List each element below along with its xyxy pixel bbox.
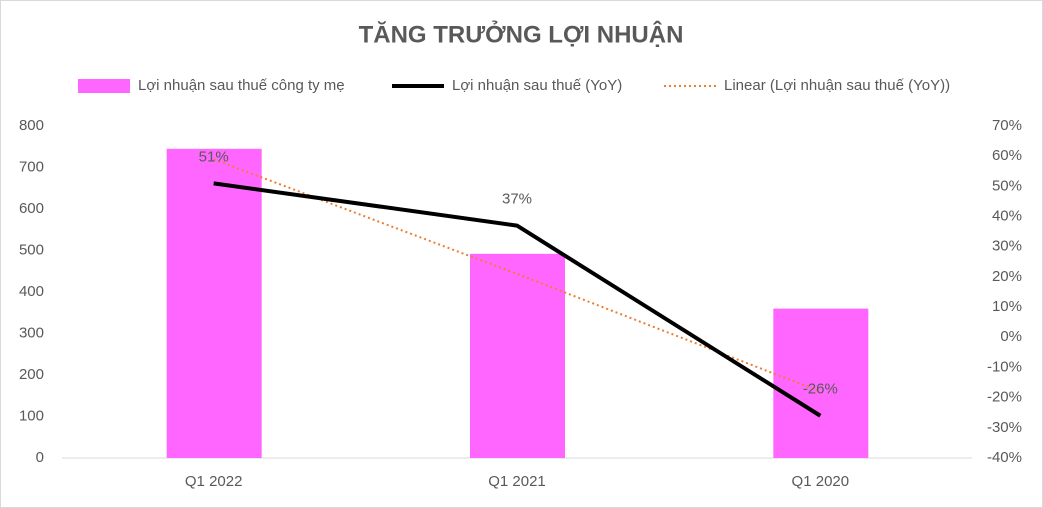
y-tick-label: 800 <box>19 117 44 134</box>
line <box>213 181 822 418</box>
chart-title: TĂNG TRƯỞNG LỢI NHUẬN <box>359 19 684 48</box>
y-tick-label: 700 <box>19 158 44 175</box>
y-tick-label: 100 <box>19 407 44 424</box>
x-tick-label: Q1 2022 <box>185 473 243 490</box>
y2-tick-label: -10% <box>987 358 1022 375</box>
bar <box>166 148 262 458</box>
y2-tick-label: -20% <box>987 389 1022 406</box>
y2-tick-label: -30% <box>987 419 1022 436</box>
data-label: -26% <box>803 381 838 398</box>
y-tick-label: 600 <box>19 200 44 217</box>
y2-tick-label: 20% <box>992 268 1022 285</box>
y2-tick-label: 30% <box>992 238 1022 255</box>
y-tick-label: 200 <box>19 366 44 383</box>
legend-label: Linear (Lợi nhuận sau thuế (YoY)) <box>724 77 950 94</box>
y-tick-label: 0 <box>36 449 44 466</box>
y2-tick-label: -40% <box>987 449 1022 466</box>
y-tick-label: 500 <box>19 241 44 258</box>
data-label: 51% <box>199 148 229 165</box>
y2-tick-label: 70% <box>992 117 1022 134</box>
x-tick-label: Q1 2021 <box>488 473 546 490</box>
data-label: 37% <box>502 191 532 208</box>
x-tick-label: Q1 2020 <box>792 473 850 490</box>
bar <box>470 253 565 458</box>
y-tick-label: 400 <box>19 283 44 300</box>
legend-swatch <box>78 79 130 93</box>
y2-tick-label: 40% <box>992 208 1022 225</box>
y2-tick-label: 50% <box>992 177 1022 194</box>
y-tick-label: 300 <box>19 324 44 341</box>
legend-label: Lợi nhuận sau thuế công ty mẹ <box>138 77 345 94</box>
y2-tick-label: 10% <box>992 298 1022 315</box>
legend-label: Lợi nhuận sau thuế (YoY) <box>452 77 622 94</box>
y2-tick-label: 60% <box>992 147 1022 164</box>
bar <box>773 308 869 458</box>
y2-tick-label: 0% <box>1000 328 1022 345</box>
